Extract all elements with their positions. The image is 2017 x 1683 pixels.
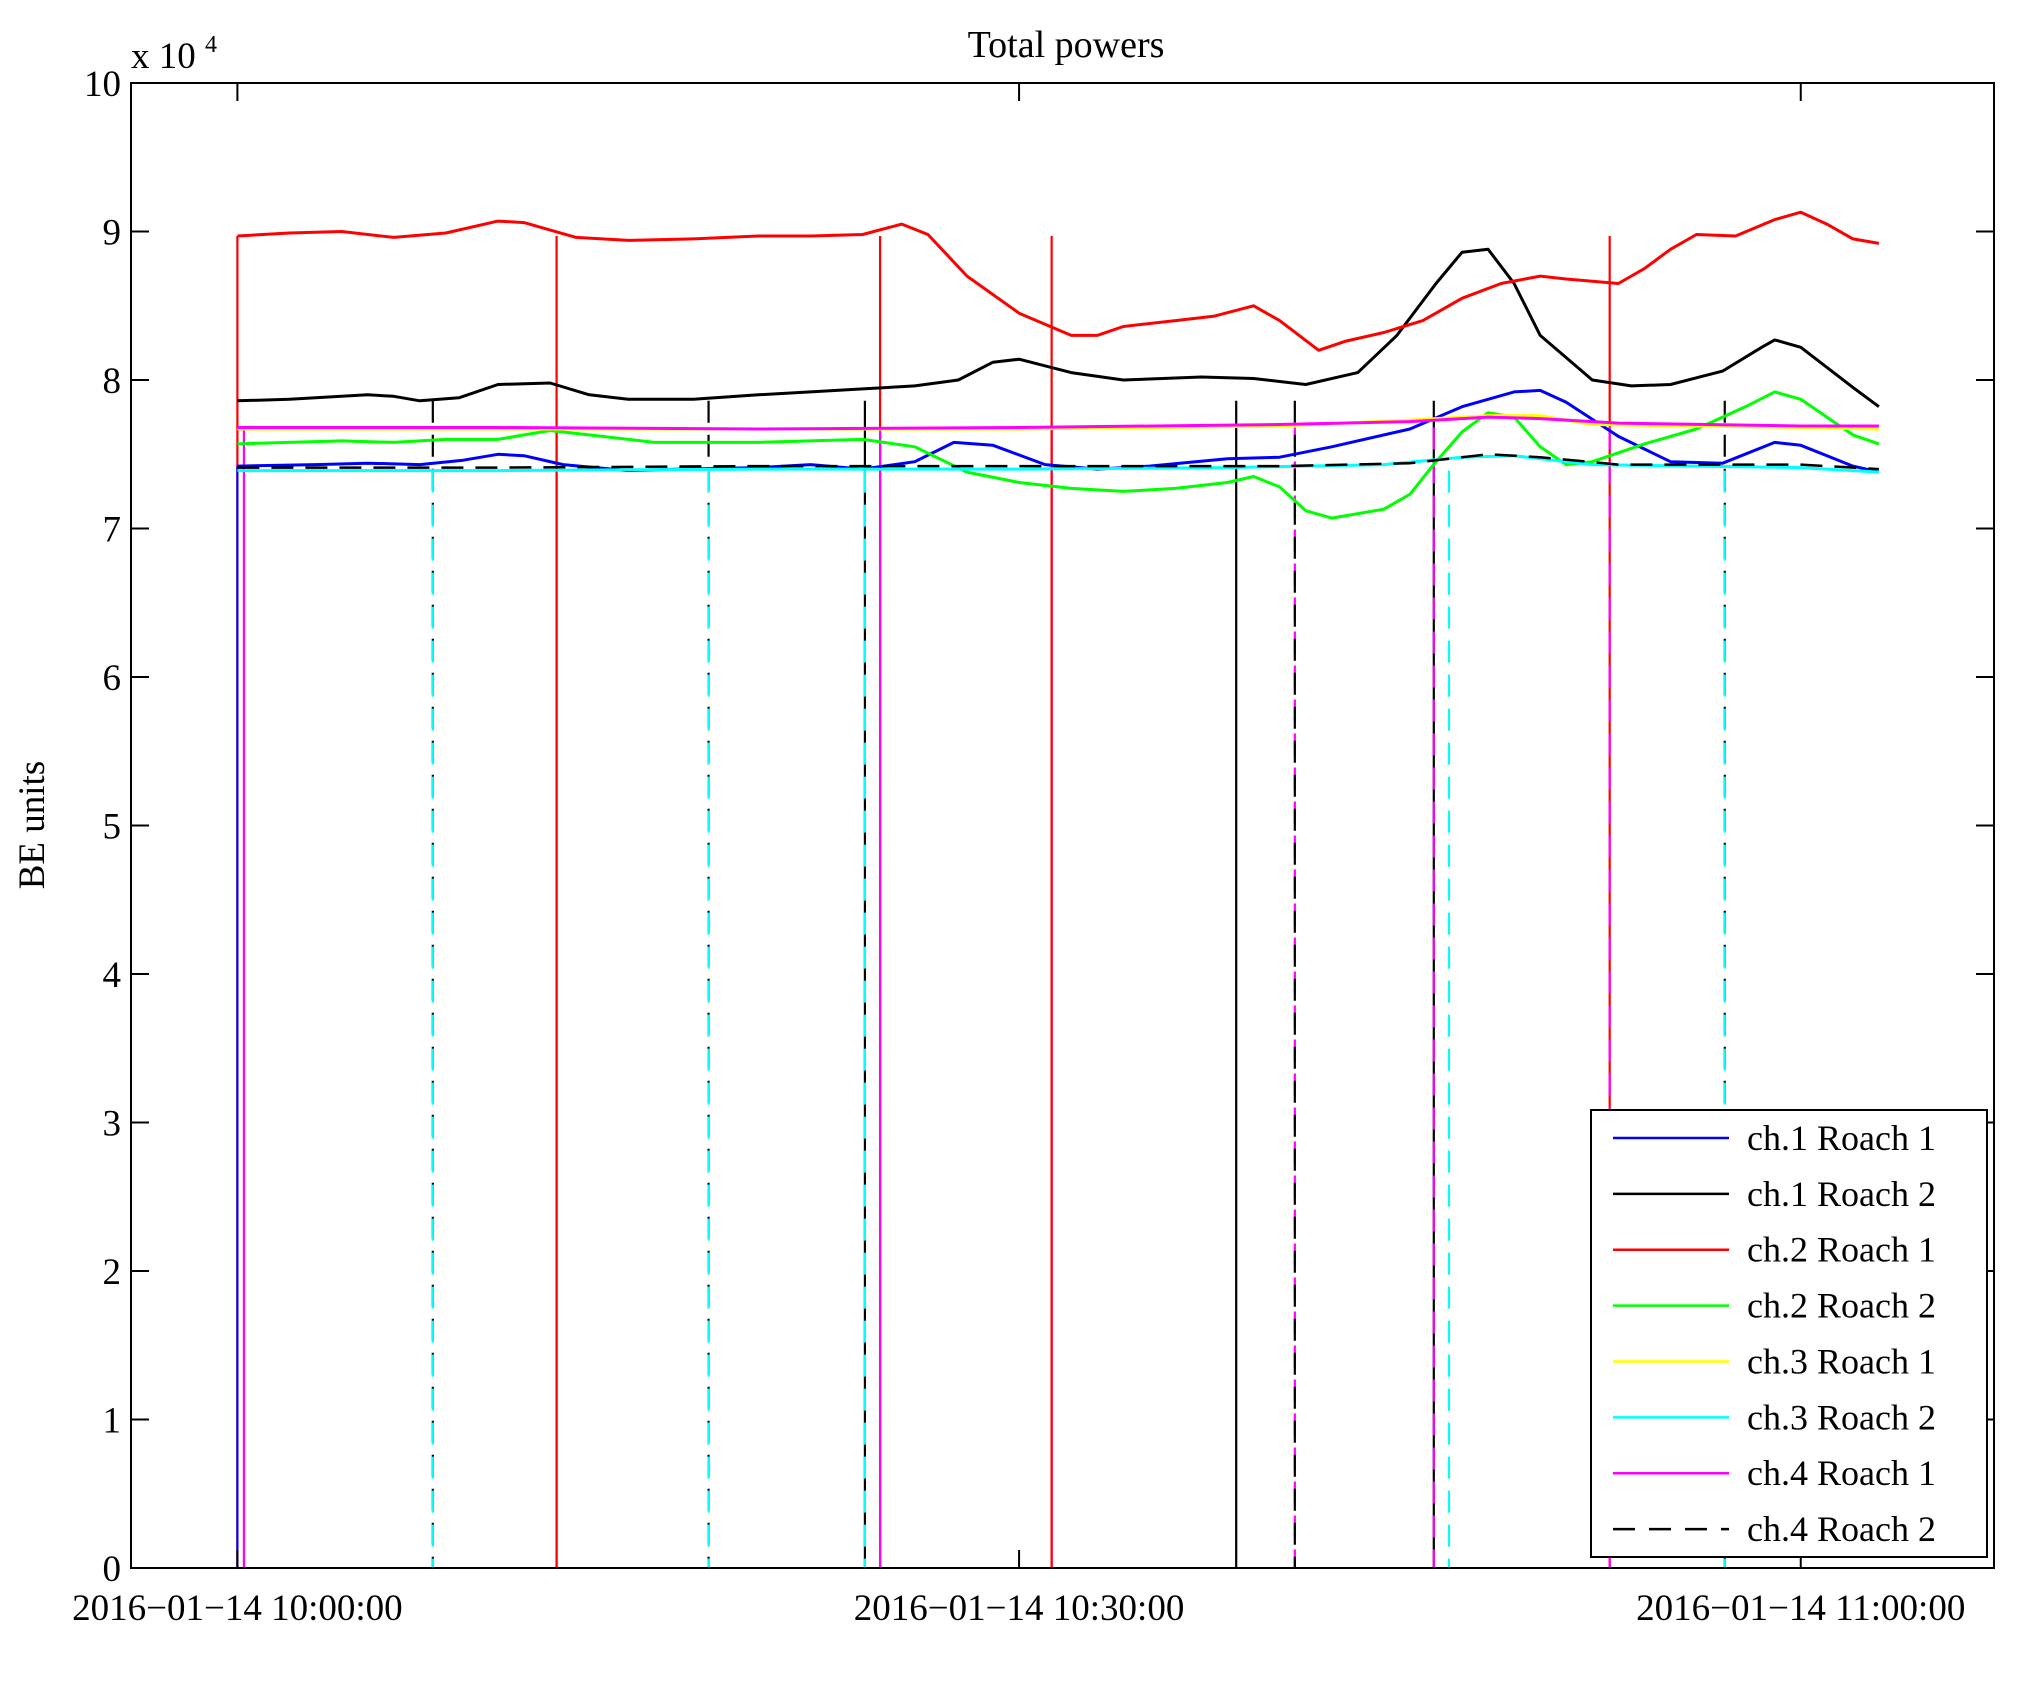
legend-label-8: ch.4 Roach 2 (1747, 1509, 1936, 1549)
y-tick-label-0: 0 (103, 1549, 122, 1590)
y-tick-label-4: 4 (103, 955, 122, 996)
series-line-4 (237, 390, 1880, 520)
y-multiplier-exponent: 4 (205, 32, 217, 58)
x-tick-label-1: 2016−01−14 10:30:00 (854, 1588, 1185, 1629)
y-tick-label-6: 6 (103, 658, 122, 699)
axes: 0 1 2 3 4 5 6 7 8 9 10 2016−01−14 10:00:00 2016−01−1… (72, 64, 1995, 1629)
series-line-7 (237, 415, 1879, 431)
series-line-6 (237, 454, 1879, 474)
legend: ch.1 Roach 1 ch.1 Roach 2 ch.2 Roach 1 ch.2… (1590, 1109, 1988, 1558)
y-tick-label-8: 8 (103, 361, 122, 402)
x-tick-label-2: 2016−01−14 11:00:00 (1636, 1588, 1965, 1629)
series-line-3 (237, 210, 1880, 352)
legend-label-4: ch.2 Roach 2 (1747, 1286, 1936, 1326)
y-tick-label-3: 3 (103, 1104, 122, 1145)
y-axis-label: BE units (12, 761, 53, 890)
y-tick-label-9: 9 (103, 213, 122, 254)
y-multiplier: x 10 4 (131, 32, 217, 77)
y-multiplier-base: x 10 (131, 36, 196, 77)
y-tick-label-1: 1 (103, 1401, 122, 1442)
legend-box (1590, 1109, 1988, 1558)
legend-label-7: ch.4 Roach 1 (1747, 1453, 1936, 1493)
dropout-spikes (236, 235, 1726, 1568)
legend-label-6: ch.3 Roach 2 (1747, 1397, 1936, 1437)
legend-label-3: ch.2 Roach 1 (1747, 1230, 1936, 1270)
y-tick-label-2: 2 (103, 1252, 122, 1293)
series-line-2 (237, 247, 1880, 408)
y-tick-label-5: 5 (103, 807, 122, 848)
series-lines (237, 210, 1880, 520)
y-tick-label-7: 7 (103, 510, 122, 551)
x-tick-label-0: 2016−01−14 10:00:00 (72, 1588, 403, 1629)
legend-label-1: ch.1 Roach 1 (1747, 1118, 1936, 1158)
y-tick-label-10: 10 (84, 64, 121, 105)
chart-title: Total powers (968, 24, 1165, 66)
series-line-8 (237, 453, 1879, 471)
legend-label-5: ch.3 Roach 1 (1747, 1341, 1936, 1381)
legend-label-2: ch.1 Roach 2 (1747, 1174, 1936, 1214)
